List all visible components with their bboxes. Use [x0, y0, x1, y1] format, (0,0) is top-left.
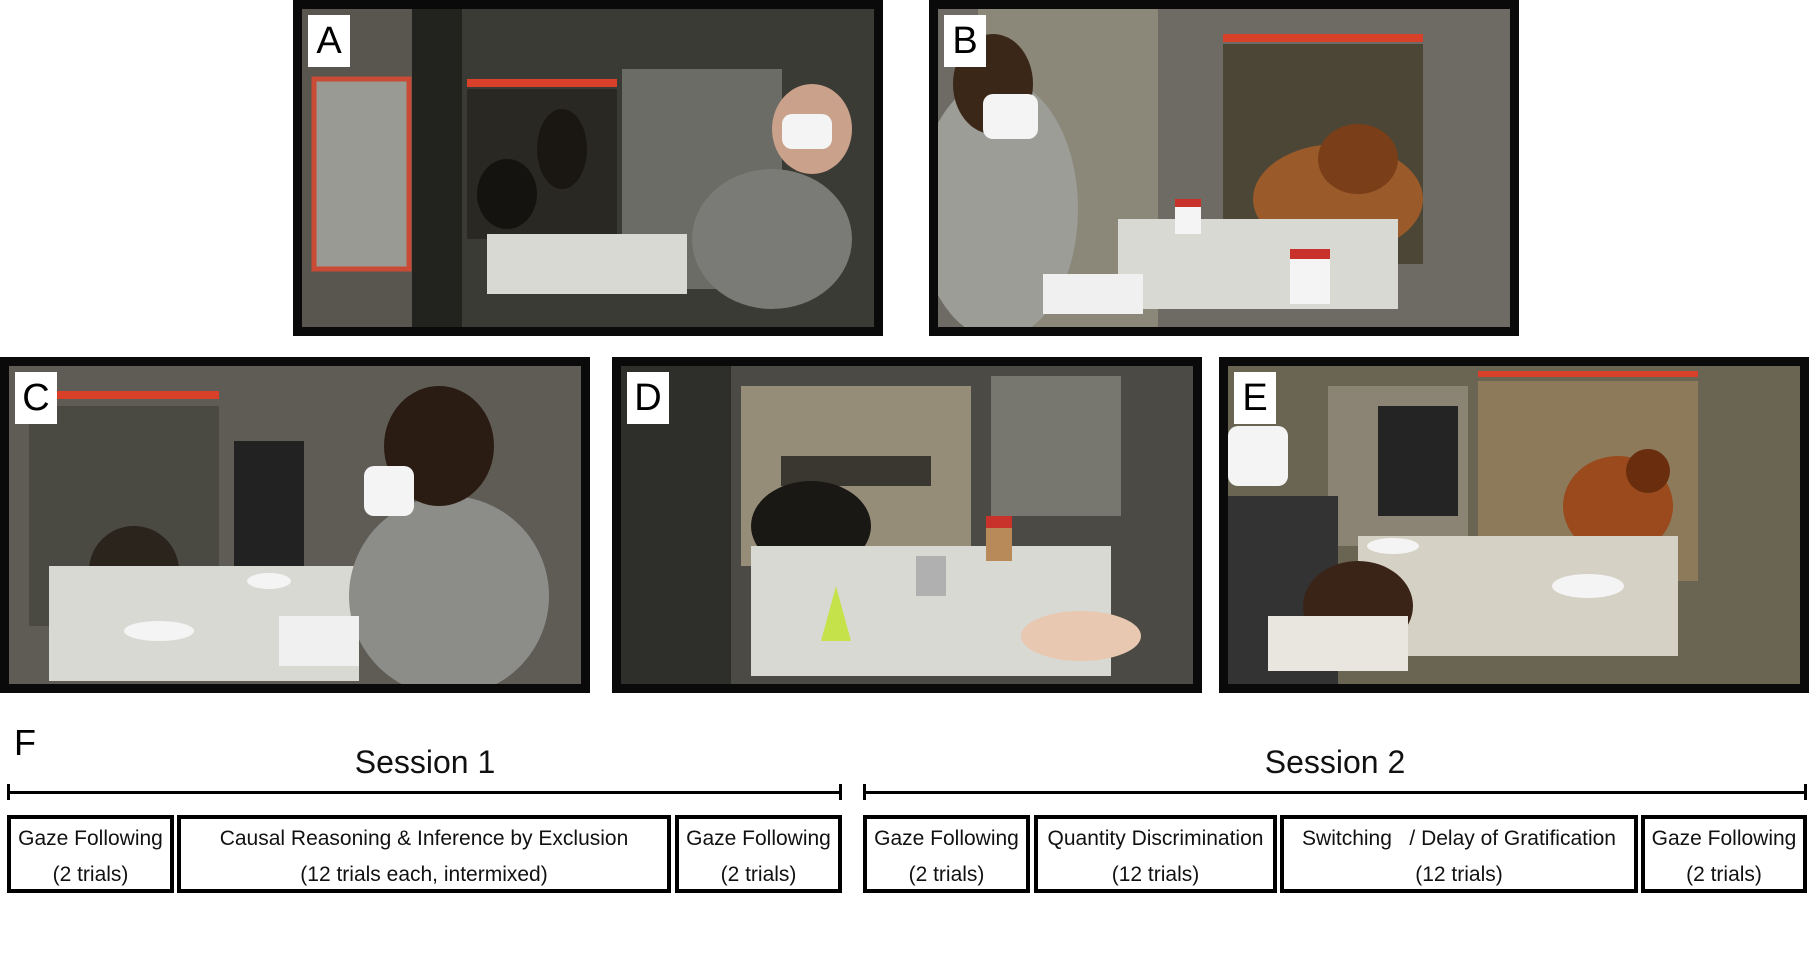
panel-label-e: E [1234, 372, 1276, 424]
panel-label-c: C [15, 372, 57, 424]
photo-panel-e: E [1219, 357, 1809, 693]
photo-d-scene [621, 366, 1193, 684]
session-1-block-gaze-following-start: Gaze Following (2 trials) [7, 815, 174, 893]
session-2-block-quantity-discrimination: Quantity Discrimination (12 trials) [1034, 815, 1277, 893]
photo-c-scene [9, 366, 581, 684]
session-1-block-gaze-following-end: Gaze Following (2 trials) [675, 815, 842, 893]
photo-panel-b: B [929, 0, 1519, 336]
photo-panel-d: D [612, 357, 1202, 693]
session-2-tick-left [863, 784, 866, 800]
photo-panel-c: C [0, 357, 590, 693]
session-2-title: Session 2 [1264, 744, 1406, 780]
session-1-block-causal-reasoning: Causal Reasoning & Inference by Exclusio… [177, 815, 671, 893]
session-2-tick-right [1804, 784, 1807, 800]
session-2-block-switching-delay: Switching / Delay of Gratification (12 t… [1280, 815, 1638, 893]
photo-e-scene [1228, 366, 1800, 684]
session-2-block-gaze-following-start: Gaze Following (2 trials) [863, 815, 1030, 893]
photo-b-scene [938, 9, 1510, 327]
panel-label-a: A [308, 15, 350, 67]
session-2-block-gaze-following-end: Gaze Following (2 trials) [1641, 815, 1807, 893]
session-1-tick-left [7, 784, 10, 800]
photo-a-scene [302, 9, 874, 327]
panel-label-f: F [14, 722, 36, 763]
session-1-timeline [7, 791, 842, 794]
photo-panel-a: A [293, 0, 883, 336]
session-2-timeline [863, 791, 1807, 794]
panel-label-d: D [627, 372, 669, 424]
session-1-title: Session 1 [354, 744, 496, 780]
panel-label-b: B [944, 15, 986, 67]
session-1-tick-right [839, 784, 842, 800]
